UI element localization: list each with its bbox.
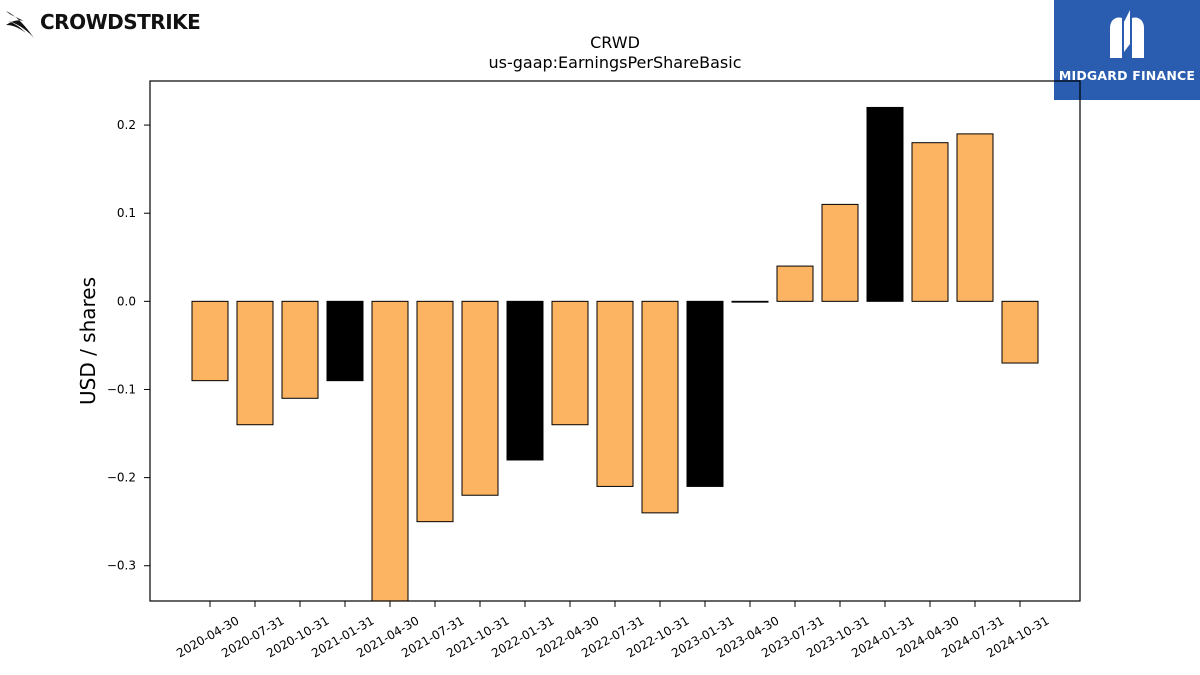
bar-2024-04-30 bbox=[911, 142, 949, 302]
bar-2021-07-31 bbox=[416, 300, 454, 523]
midgard-logo-icon bbox=[1110, 10, 1144, 58]
plot-frame bbox=[149, 80, 1081, 602]
bar-2022-07-31 bbox=[596, 300, 634, 487]
bar-2020-10-31 bbox=[281, 300, 319, 399]
bar-2022-10-31 bbox=[641, 300, 679, 514]
bar-2024-07-31 bbox=[956, 133, 994, 302]
falcon-icon bbox=[6, 11, 34, 38]
y-tick-label: 0.2 bbox=[117, 118, 136, 132]
y-tick-label: −0.1 bbox=[107, 382, 136, 396]
y-tick-label: −0.3 bbox=[107, 559, 136, 573]
y-axis: −0.3 −0.2 −0.1 0.0 0.1 0.2 bbox=[107, 118, 150, 573]
y-tick-label: −0.2 bbox=[107, 471, 136, 485]
bar-2023-10-31 bbox=[821, 203, 859, 302]
bar-2021-01-31 bbox=[326, 300, 364, 382]
x-axis: 2020-04-302020-07-312020-10-312021-01-31… bbox=[174, 601, 1052, 660]
crowdstrike-logo: CROWDSTRIKE bbox=[4, 4, 201, 40]
chart-title: CRWD bbox=[590, 33, 640, 52]
bar-2023-07-31 bbox=[776, 265, 814, 302]
bar-2022-04-30 bbox=[551, 300, 589, 426]
y-axis-label: USD / shares bbox=[76, 277, 100, 405]
crowdstrike-logo-text: CROWDSTRIKE bbox=[40, 10, 201, 34]
bar-2021-10-31 bbox=[461, 300, 499, 496]
bar-2023-01-31 bbox=[686, 300, 724, 487]
bar-2020-04-30 bbox=[191, 300, 229, 382]
bars-group bbox=[191, 106, 1039, 602]
bar-2024-10-31 bbox=[1001, 300, 1039, 364]
midgard-finance-logo-text: MIDGARD FINANCE bbox=[1058, 68, 1196, 83]
midgard-finance-logo: MIDGARD FINANCE bbox=[1054, 0, 1200, 100]
bar-2023-04-30 bbox=[731, 300, 769, 303]
bar-2020-07-31 bbox=[236, 300, 274, 426]
bar-2021-04-30 bbox=[371, 300, 409, 602]
y-tick-label: 0.0 bbox=[117, 294, 136, 308]
y-tick-label: 0.1 bbox=[117, 206, 136, 220]
bar-2024-01-31 bbox=[866, 106, 904, 302]
bar-2022-01-31 bbox=[506, 300, 544, 461]
chart-subtitle: us-gaap:EarningsPerShareBasic bbox=[488, 53, 741, 72]
